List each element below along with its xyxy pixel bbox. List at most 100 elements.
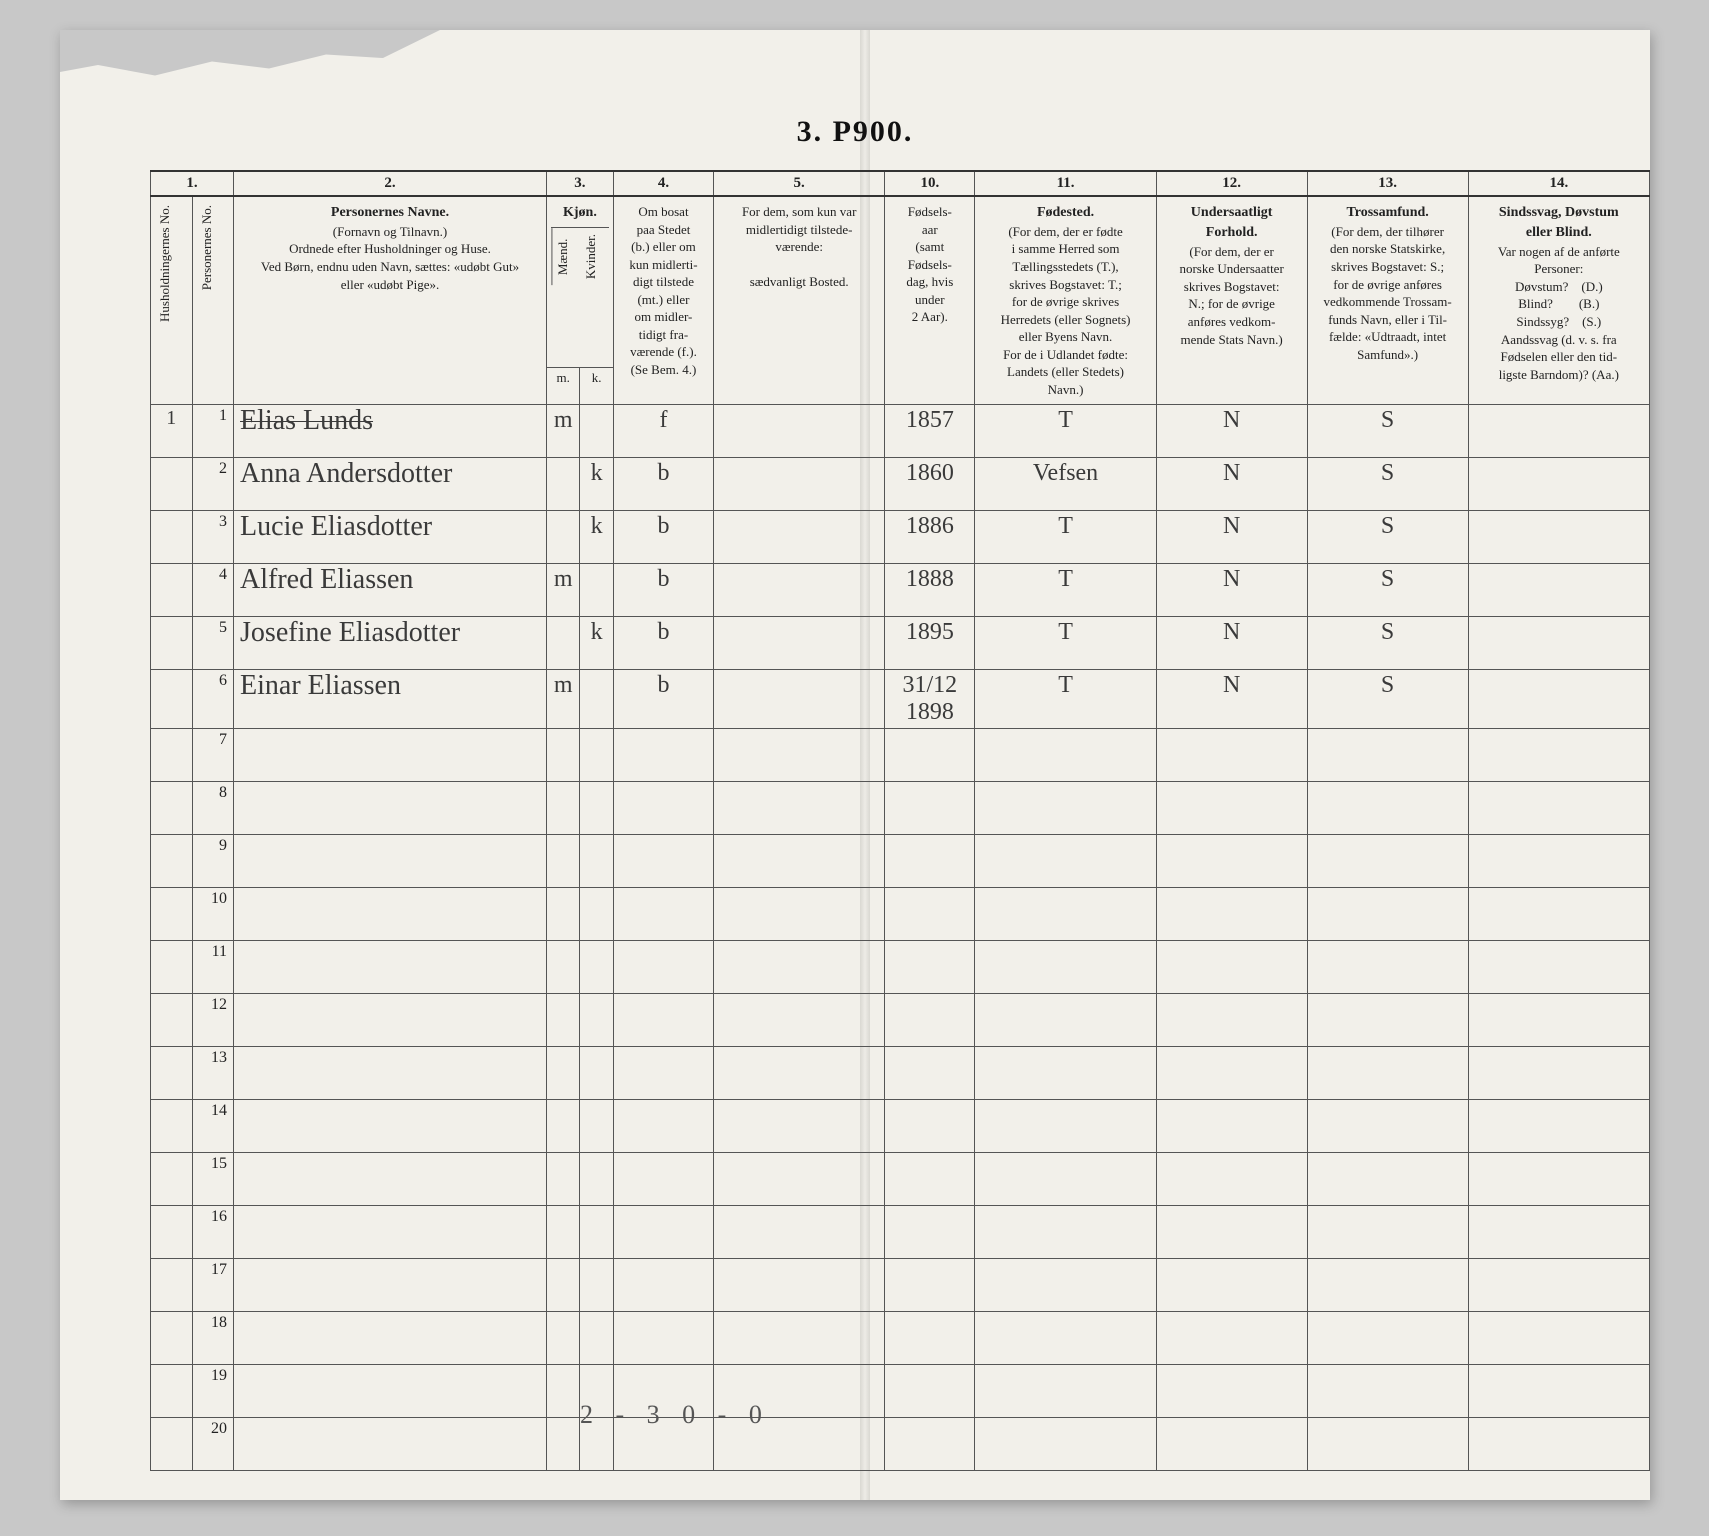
cell-birthyear bbox=[885, 1153, 975, 1206]
cell-person-no: 19 bbox=[192, 1365, 234, 1418]
cell-disability bbox=[1468, 1206, 1649, 1259]
cell-sex-m bbox=[546, 458, 579, 511]
cell-sex-k bbox=[580, 1100, 613, 1153]
cell-birthyear bbox=[885, 1047, 975, 1100]
cell-birthplace: T bbox=[975, 511, 1156, 564]
cell-name: Anna Andersdotter bbox=[234, 458, 547, 511]
cell-disability bbox=[1468, 1259, 1649, 1312]
census-table: 1. 2. 3. 4. 5. 10. 11. 12. 13. 14. Husho… bbox=[150, 170, 1650, 1471]
cell-sex-m bbox=[546, 729, 579, 782]
cell-faith: S bbox=[1307, 670, 1468, 729]
cell-household-no bbox=[151, 1100, 193, 1153]
cell-name bbox=[234, 1100, 547, 1153]
hdr-k: k. bbox=[580, 367, 613, 405]
cell-household-no bbox=[151, 782, 193, 835]
table-row: 10 bbox=[151, 888, 1650, 941]
cell-person-no: 3 bbox=[192, 511, 234, 564]
cell-sex-m: m bbox=[546, 405, 579, 458]
cell-person-no: 13 bbox=[192, 1047, 234, 1100]
cell-faith bbox=[1307, 1418, 1468, 1471]
cell-temp-residence bbox=[714, 1153, 885, 1206]
table-row: 11 bbox=[151, 941, 1650, 994]
cell-faith bbox=[1307, 1312, 1468, 1365]
cell-person-no: 15 bbox=[192, 1153, 234, 1206]
cell-sex-m: m bbox=[546, 564, 579, 617]
cell-sex-k: k bbox=[580, 458, 613, 511]
cell-nationality: N bbox=[1156, 458, 1307, 511]
table-row: 3Lucie Eliasdotterkb1886TNS bbox=[151, 511, 1650, 564]
cell-disability bbox=[1468, 617, 1649, 670]
cell-household-no: 1 bbox=[151, 405, 193, 458]
table-row: 7 bbox=[151, 729, 1650, 782]
cell-birthyear bbox=[885, 994, 975, 1047]
cell-residence-status bbox=[613, 941, 713, 994]
cell-household-no bbox=[151, 1206, 193, 1259]
cell-temp-residence bbox=[714, 670, 885, 729]
cell-birthplace: T bbox=[975, 564, 1156, 617]
hdr-birthyear: Fødsels- aar (samt Fødsels- dag, hvis un… bbox=[885, 196, 975, 405]
cell-disability bbox=[1468, 782, 1649, 835]
cell-disability bbox=[1468, 1365, 1649, 1418]
cell-name bbox=[234, 1365, 547, 1418]
cell-person-no: 1 bbox=[192, 405, 234, 458]
colnum-3: 3. bbox=[546, 171, 613, 196]
hdr-sex: Kjøn. Mænd. Kvinder. bbox=[546, 196, 613, 367]
cell-nationality: N bbox=[1156, 564, 1307, 617]
cell-sex-m bbox=[546, 941, 579, 994]
cell-nationality bbox=[1156, 1365, 1307, 1418]
cell-temp-residence bbox=[714, 617, 885, 670]
table-row: 9 bbox=[151, 835, 1650, 888]
cell-household-no bbox=[151, 1312, 193, 1365]
table-row: 5Josefine Eliasdotterkb1895TNS bbox=[151, 617, 1650, 670]
cell-birthplace: T bbox=[975, 405, 1156, 458]
table-row: 11Elias Lundsmf1857TNS bbox=[151, 405, 1650, 458]
cell-birthyear bbox=[885, 888, 975, 941]
cell-birthplace bbox=[975, 994, 1156, 1047]
cell-disability bbox=[1468, 835, 1649, 888]
cell-sex-k: k bbox=[580, 511, 613, 564]
cell-disability bbox=[1468, 1100, 1649, 1153]
cell-faith bbox=[1307, 888, 1468, 941]
table-row: 17 bbox=[151, 1259, 1650, 1312]
table-row: 13 bbox=[151, 1047, 1650, 1100]
cell-person-no: 17 bbox=[192, 1259, 234, 1312]
cell-household-no bbox=[151, 1047, 193, 1100]
cell-name bbox=[234, 782, 547, 835]
cell-sex-m bbox=[546, 1365, 579, 1418]
cell-name: Elias Lunds bbox=[234, 405, 547, 458]
cell-sex-k bbox=[580, 1047, 613, 1100]
cell-nationality bbox=[1156, 835, 1307, 888]
cell-sex-m bbox=[546, 888, 579, 941]
cell-residence-status bbox=[613, 1153, 713, 1206]
cell-name bbox=[234, 941, 547, 994]
cell-birthyear: 1886 bbox=[885, 511, 975, 564]
census-table-wrapper: 1. 2. 3. 4. 5. 10. 11. 12. 13. 14. Husho… bbox=[150, 170, 1650, 1471]
cell-name bbox=[234, 1259, 547, 1312]
table-row: 20 bbox=[151, 1418, 1650, 1471]
cell-birthyear: 1857 bbox=[885, 405, 975, 458]
cell-birthyear: 1888 bbox=[885, 564, 975, 617]
table-header: 1. 2. 3. 4. 5. 10. 11. 12. 13. 14. Husho… bbox=[151, 171, 1650, 405]
cell-nationality bbox=[1156, 1206, 1307, 1259]
cell-temp-residence bbox=[714, 1047, 885, 1100]
cell-sex-m bbox=[546, 1100, 579, 1153]
cell-name bbox=[234, 1418, 547, 1471]
cell-residence-status: f bbox=[613, 405, 713, 458]
cell-sex-k bbox=[580, 1206, 613, 1259]
cell-person-no: 8 bbox=[192, 782, 234, 835]
cell-temp-residence bbox=[714, 888, 885, 941]
cell-nationality bbox=[1156, 1047, 1307, 1100]
cell-sex-m bbox=[546, 835, 579, 888]
colnum-13: 13. bbox=[1307, 171, 1468, 196]
cell-nationality bbox=[1156, 941, 1307, 994]
cell-residence-status bbox=[613, 1100, 713, 1153]
cell-sex-m bbox=[546, 1259, 579, 1312]
cell-birthplace bbox=[975, 888, 1156, 941]
cell-disability bbox=[1468, 888, 1649, 941]
cell-household-no bbox=[151, 511, 193, 564]
cell-birthyear bbox=[885, 941, 975, 994]
cell-sex-m bbox=[546, 1206, 579, 1259]
cell-nationality: N bbox=[1156, 617, 1307, 670]
cell-birthyear bbox=[885, 1259, 975, 1312]
cell-sex-m bbox=[546, 511, 579, 564]
